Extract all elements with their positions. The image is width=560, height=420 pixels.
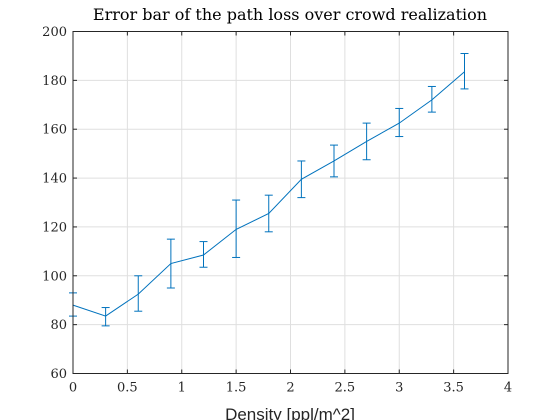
error-bar	[330, 144, 338, 178]
y-tick-label: 120	[42, 220, 67, 235]
x-tick-label: 4	[504, 381, 512, 396]
error-bar	[199, 241, 208, 268]
y-tick-label: 200	[42, 25, 67, 40]
chart-title: Error bar of the path loss over crowd re…	[93, 5, 487, 24]
error-bar	[264, 194, 273, 233]
y-tick-label: 80	[50, 318, 67, 333]
data-series	[69, 52, 469, 327]
error-bar	[232, 199, 241, 258]
error-bar	[101, 307, 110, 327]
error-bar	[395, 107, 404, 138]
x-tick-label: 1	[178, 381, 186, 396]
y-tick-label: 100	[42, 269, 67, 284]
x-tick-label: 1.5	[226, 381, 247, 396]
x-tick-label: 2.5	[335, 381, 356, 396]
error-bar	[427, 85, 436, 113]
x-tick-label: 0	[69, 381, 77, 396]
x-tick-label: 0.5	[117, 381, 138, 396]
error-bar	[362, 122, 371, 161]
x-axis-label: Density [ppl/m^2]	[225, 405, 355, 420]
error-bar	[134, 275, 143, 312]
y-tick-label: 60	[50, 367, 67, 382]
x-tick-label: 3	[395, 381, 403, 396]
y-tick-label: 140	[42, 172, 67, 187]
error-bar	[297, 160, 306, 199]
error-bar	[166, 238, 175, 289]
x-tick-label: 3.5	[443, 381, 464, 396]
grid-lines	[73, 31, 508, 374]
x-tick-label: 2	[286, 381, 294, 396]
x-axis-ticks: 0 0.5 1 1.5 2 2.5 3 3.5 4	[69, 31, 512, 396]
y-tick-label: 160	[42, 123, 67, 138]
error-bar	[460, 52, 469, 90]
y-tick-label: 180	[42, 74, 67, 89]
y-axis-ticks: 60 80 100 120 140 160 180 200	[42, 25, 508, 382]
